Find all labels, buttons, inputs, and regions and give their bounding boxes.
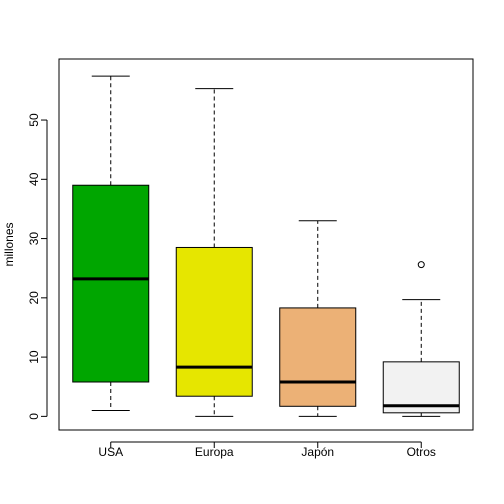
y-axis-title: millones — [2, 222, 16, 266]
boxes — [72, 75, 460, 417]
box-europa — [175, 88, 253, 417]
box-usa — [72, 75, 150, 411]
y-tick-label: 20 — [27, 291, 41, 305]
x-tick-label: Japón — [301, 445, 334, 459]
x-axis: USA Europa Japón Otros — [98, 441, 436, 459]
y-axis: 0 10 20 30 40 50 — [27, 113, 48, 420]
x-tick-label: Europa — [195, 445, 234, 459]
y-tick-label: 0 — [27, 413, 41, 420]
box-japón — [279, 220, 357, 417]
iqr-box — [72, 184, 150, 383]
iqr-box — [175, 246, 253, 397]
outlier-point — [417, 261, 425, 269]
y-tick-label: 40 — [27, 172, 41, 186]
plot-frame — [58, 58, 474, 431]
box-otros — [382, 261, 460, 417]
x-tick-label: USA — [98, 445, 123, 459]
iqr-box — [279, 307, 357, 407]
x-tick-label: Otros — [407, 445, 436, 459]
y-tick-label: 30 — [27, 232, 41, 246]
y-tick-label: 50 — [27, 113, 41, 127]
y-tick-label: 10 — [27, 350, 41, 364]
